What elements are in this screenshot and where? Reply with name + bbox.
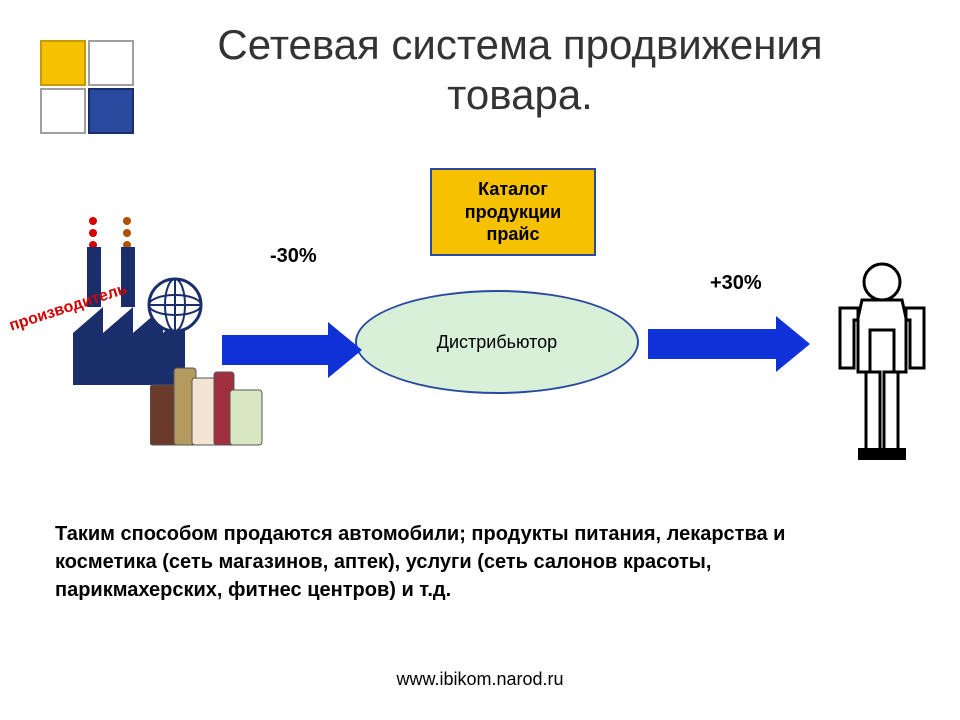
catalog-box: Каталог продукции прайс <box>430 168 596 256</box>
arrow-right-icon <box>648 316 810 377</box>
catalog-line2: продукции <box>438 201 588 224</box>
footer-url: www.ibikom.narod.ru <box>0 669 960 690</box>
label-minus-30: -30% <box>270 245 317 268</box>
distributor-label: Дистрибьютор <box>437 332 557 353</box>
description-text: Таким способом продаются автомобили; про… <box>55 520 880 604</box>
catalog-line1: Каталог <box>438 178 588 201</box>
distributor-node: Дистрибьютор <box>355 290 639 394</box>
label-plus-30: +30% <box>710 272 762 295</box>
consumer-icon <box>832 260 932 465</box>
products-icon <box>150 350 270 445</box>
slide-title: Сетевая система продвижения товара. <box>140 20 900 121</box>
corner-decor <box>40 40 140 140</box>
catalog-line3: прайс <box>438 223 588 246</box>
